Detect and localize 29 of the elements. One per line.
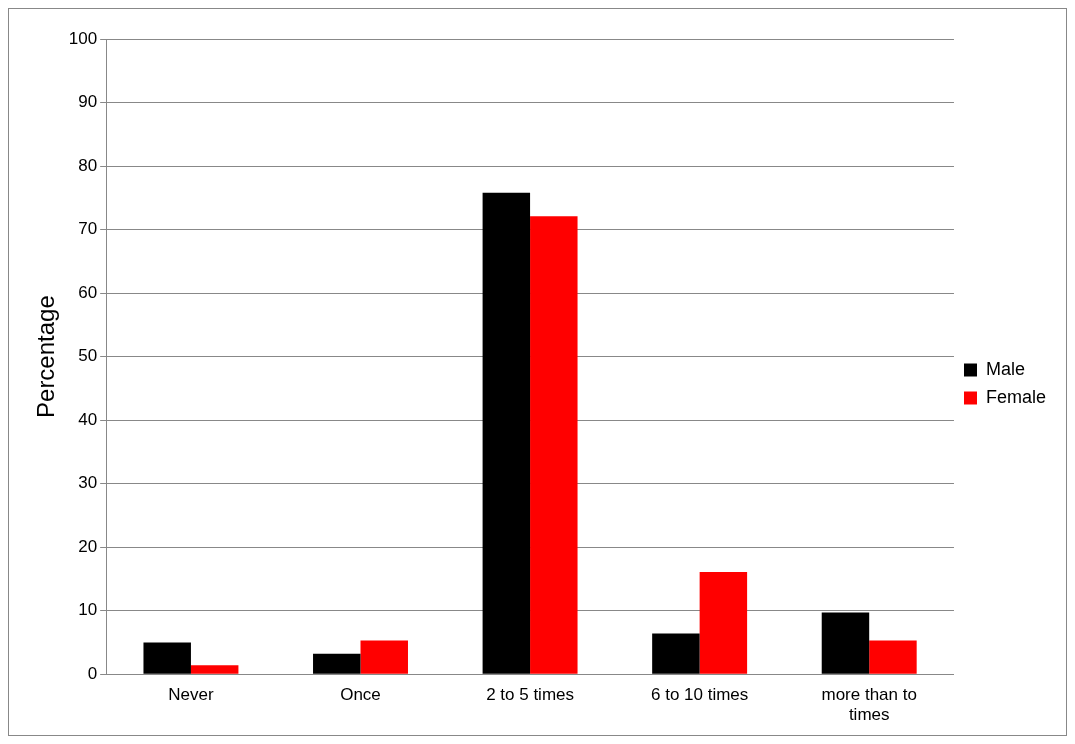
y-tick-label: 40 — [78, 409, 98, 429]
bar — [360, 640, 408, 674]
bar — [143, 642, 191, 674]
y-tick-label: 90 — [78, 92, 98, 112]
x-tick-label: 2 to 5 times — [486, 685, 575, 705]
x-tick-label: Once — [340, 685, 381, 705]
bar — [869, 640, 917, 674]
x-tick-label: more than to times — [821, 685, 917, 725]
y-tick-label: 20 — [78, 536, 98, 556]
y-tick-label: 10 — [78, 600, 98, 620]
bar — [482, 192, 531, 674]
y-tick-label: 0 — [87, 663, 98, 683]
bar — [699, 571, 748, 674]
bar — [652, 633, 700, 674]
bar — [313, 653, 361, 674]
y-axis-title: Percentage — [32, 295, 60, 418]
x-tick-label: Never — [168, 685, 214, 705]
bar — [190, 665, 239, 674]
bar — [530, 216, 578, 674]
legend-label: Female — [985, 386, 1047, 407]
y-tick-label: 80 — [78, 155, 98, 175]
y-tick-label: 100 — [68, 28, 98, 48]
y-tick-label: 60 — [78, 282, 98, 302]
y-tick-label: 50 — [78, 346, 98, 366]
legend-label: Male — [985, 358, 1025, 379]
y-tick-label: 30 — [78, 473, 98, 493]
y-tick-label: 70 — [78, 219, 98, 239]
bar — [821, 612, 870, 674]
x-tick-label: 6 to 10 times — [650, 685, 749, 705]
